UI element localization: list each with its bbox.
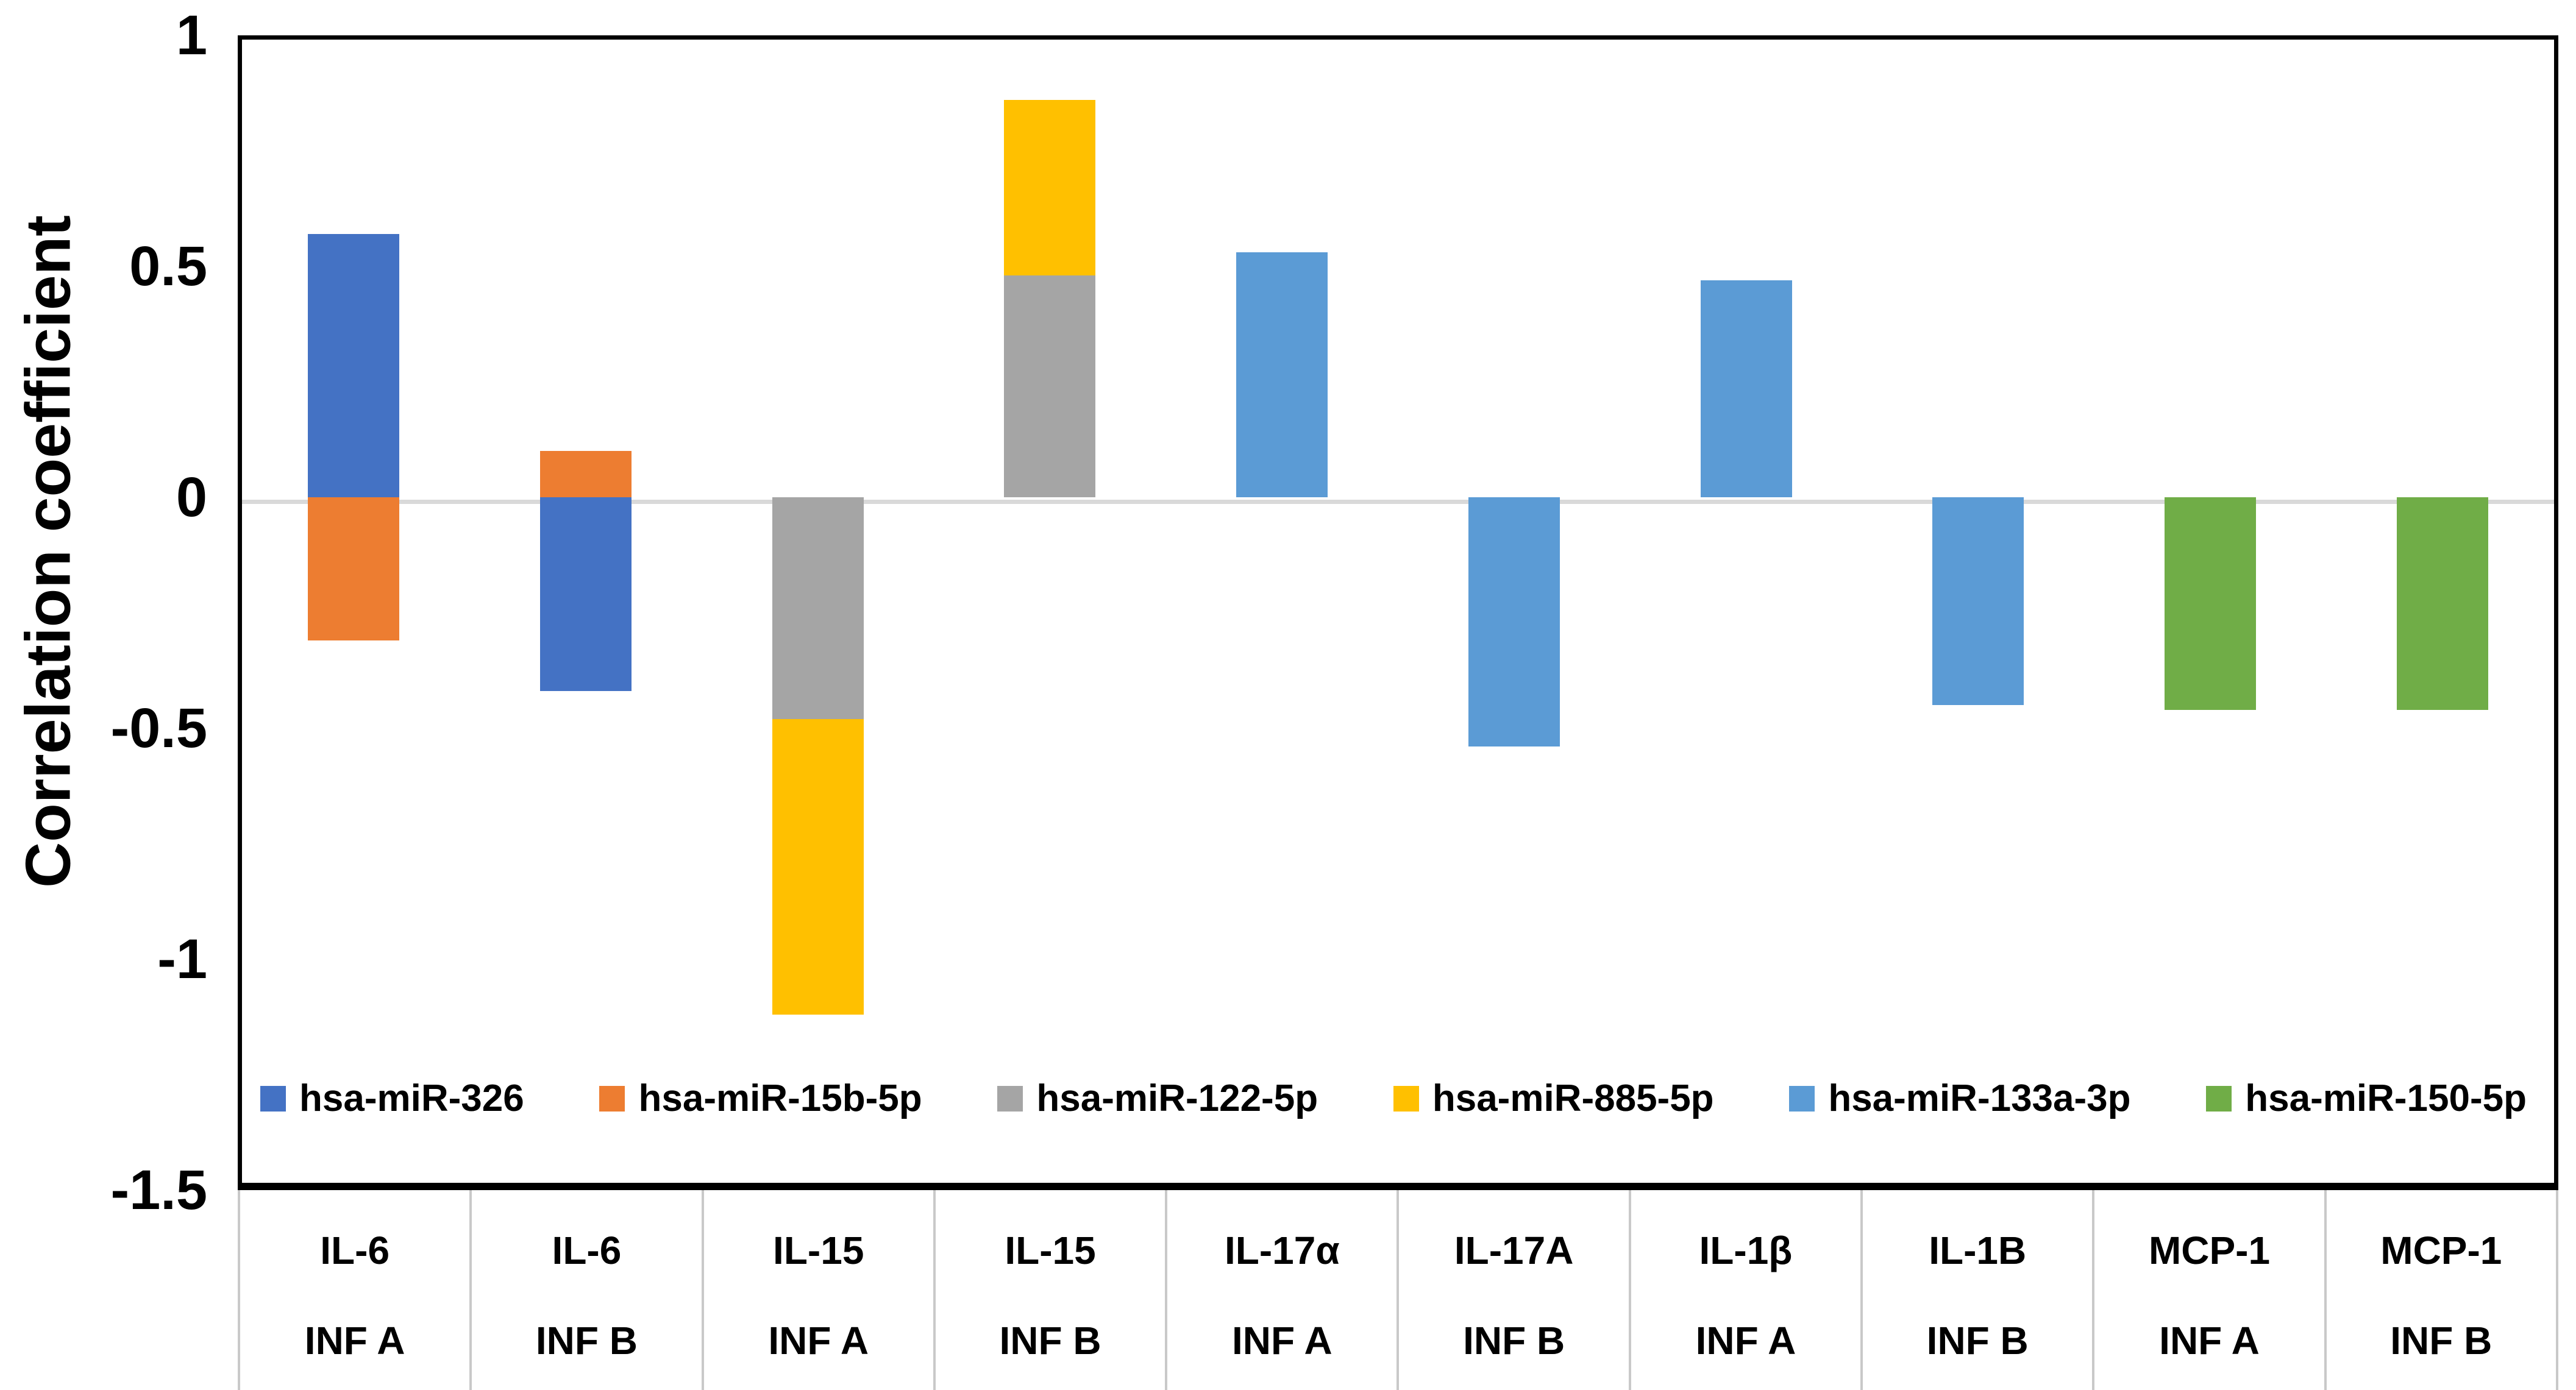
- legend-item: hsa-miR-15b-5p: [599, 1077, 922, 1120]
- y-tick-label: 1: [176, 4, 207, 66]
- x-axis-label-condition: INF A: [1695, 1319, 1796, 1363]
- y-tick-label: -0.5: [110, 697, 207, 759]
- x-axis-label-condition: INF B: [1463, 1319, 1565, 1363]
- legend-swatch-icon: [260, 1085, 286, 1112]
- legend-label: hsa-miR-15b-5p: [638, 1077, 922, 1119]
- y-axis-title: Correlation coefficient: [13, 215, 84, 888]
- x-axis-label-condition: INF B: [999, 1319, 1101, 1363]
- x-axis-label-condition: INF B: [535, 1319, 638, 1363]
- x-category-cell: IL-15 INF B: [933, 1190, 1165, 1390]
- y-tick-label: 0.5: [129, 235, 207, 297]
- x-category-cell: IL-6 INF A: [238, 1190, 469, 1390]
- y-tick-label: 0: [176, 466, 207, 528]
- x-axis-label-cytokine: IL-17α: [1224, 1229, 1340, 1272]
- x-axis-label-condition: INF A: [768, 1319, 869, 1363]
- x-axis-label-condition: INF A: [1231, 1319, 1332, 1363]
- x-axis-label-cytokine: MCP-1: [2148, 1229, 2271, 1272]
- bar-segment: [772, 718, 864, 1015]
- bar-segment: [1004, 275, 1096, 497]
- x-category-cell: IL-1β INF A: [1628, 1190, 1860, 1390]
- y-tick-label: -1: [157, 928, 207, 990]
- x-axis-label-cytokine: MCP-1: [2380, 1229, 2502, 1272]
- legend-label: hsa-miR-133a-3p: [1828, 1077, 2131, 1119]
- bar-segment: [540, 451, 632, 497]
- bar-segment: [1468, 497, 1560, 747]
- legend-swatch-icon: [997, 1085, 1023, 1112]
- x-axis-label-cytokine: IL-15: [1005, 1229, 1096, 1272]
- x-axis-label-condition: INF A: [2159, 1319, 2260, 1363]
- bar-segment: [540, 497, 632, 692]
- legend-label: hsa-miR-326: [299, 1077, 524, 1119]
- legend-label: hsa-miR-122-5p: [1036, 1077, 1318, 1119]
- bar-segment: [1932, 497, 2024, 706]
- x-axis-label-condition: INF B: [1926, 1319, 2029, 1363]
- legend-item: hsa-miR-133a-3p: [1789, 1077, 2131, 1120]
- legend-item: hsa-miR-885-5p: [1393, 1077, 1714, 1120]
- x-axis-label-condition: INF B: [2390, 1319, 2492, 1363]
- x-category-cell: IL-17A INF B: [1397, 1190, 1628, 1390]
- x-category-cell: IL-1B INF B: [1860, 1190, 2092, 1390]
- legend-swatch-icon: [1393, 1085, 1419, 1112]
- legend: hsa-miR-326 hsa-miR-15b-5p hsa-miR-122-5p h…: [260, 1069, 2527, 1127]
- legend-swatch-icon: [2206, 1085, 2232, 1112]
- x-axis-label-cytokine: IL-1B: [1929, 1229, 2027, 1272]
- legend-label: hsa-miR-885-5p: [1432, 1077, 1714, 1119]
- x-category-cell: MCP-1 INF A: [2092, 1190, 2324, 1390]
- x-category-cell: MCP-1 INF B: [2324, 1190, 2558, 1390]
- x-axis-label-area: IL-6 INF A IL-6 INF B IL-15 INF A IL-15 INF B IL…: [238, 1190, 2558, 1390]
- x-category-cell: IL-17α INF A: [1165, 1190, 1397, 1390]
- bar-segment: [1236, 252, 1328, 497]
- legend-swatch-icon: [1789, 1085, 1815, 1112]
- zero-gridline: [242, 500, 2554, 504]
- bar-segment: [2164, 497, 2256, 710]
- x-axis-label-cytokine: IL-17A: [1454, 1229, 1574, 1272]
- x-category-cell: IL-15 INF A: [701, 1190, 933, 1390]
- x-axis-label-cytokine: IL-6: [320, 1229, 390, 1272]
- x-axis-label-cytokine: IL-6: [552, 1229, 622, 1272]
- bar-segment: [308, 497, 400, 640]
- x-axis-label-condition: INF A: [304, 1319, 405, 1363]
- x-category-cell: IL-6 INF B: [469, 1190, 701, 1390]
- bar-segment: [772, 497, 864, 719]
- bar-segment: [1004, 100, 1096, 276]
- bar-segment: [1700, 280, 1792, 497]
- legend-item: hsa-miR-122-5p: [997, 1077, 1318, 1120]
- legend-item: hsa-miR-326: [260, 1077, 524, 1120]
- plot-area: hsa-miR-326 hsa-miR-15b-5p hsa-miR-122-5p h…: [238, 35, 2558, 1190]
- legend-label: hsa-miR-150-5p: [2245, 1077, 2527, 1119]
- bar-segment: [308, 233, 400, 497]
- legend-item: hsa-miR-150-5p: [2206, 1077, 2527, 1120]
- bar-segment: [2396, 497, 2488, 710]
- y-tick-label: -1.5: [110, 1159, 207, 1221]
- x-axis-label-cytokine: IL-1β: [1699, 1229, 1793, 1272]
- x-axis-label-cytokine: IL-15: [773, 1229, 864, 1272]
- legend-swatch-icon: [599, 1085, 625, 1112]
